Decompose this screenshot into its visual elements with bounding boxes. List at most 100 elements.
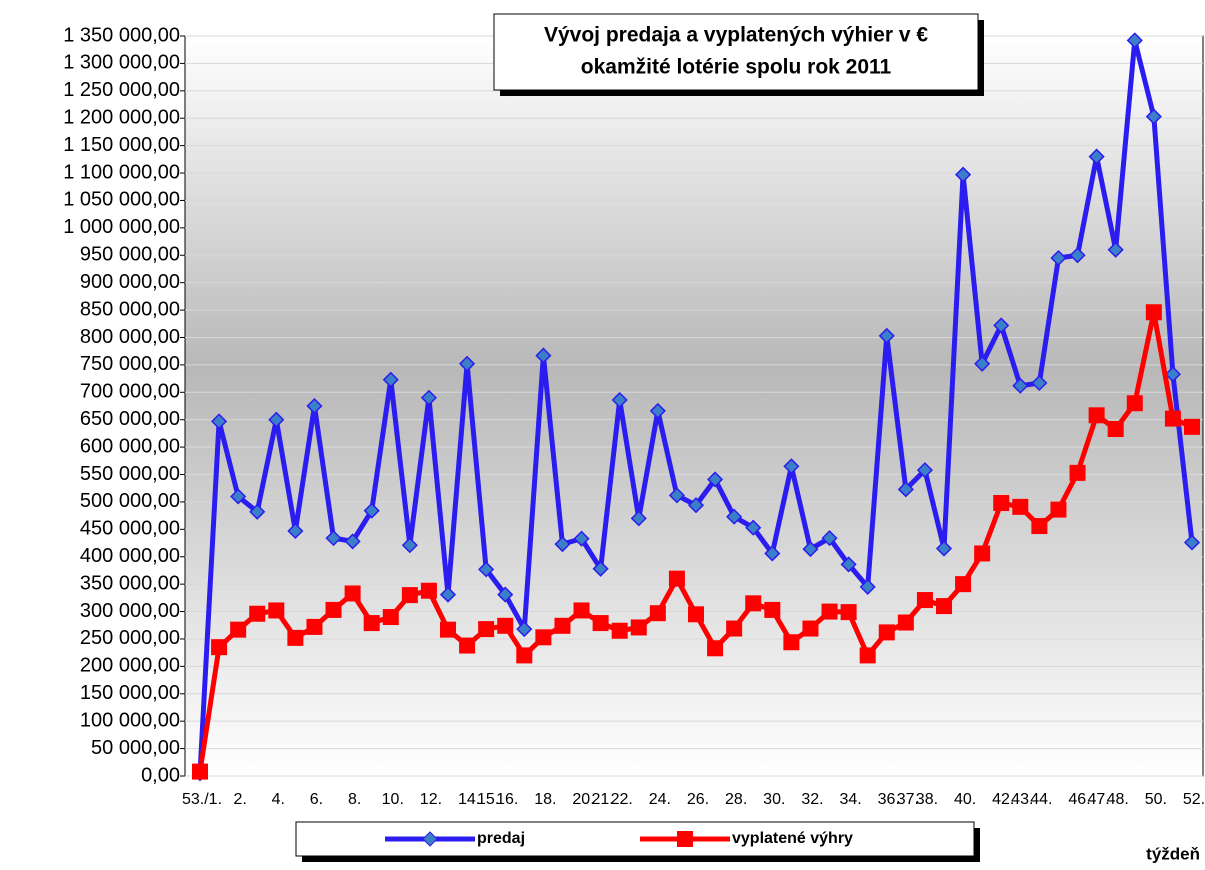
y-tick-label: 1 150 000,00 bbox=[63, 134, 180, 156]
marker bbox=[745, 595, 762, 612]
marker bbox=[993, 495, 1010, 512]
x-tick-label: 18. bbox=[534, 791, 556, 808]
x-tick-label: 8. bbox=[348, 791, 361, 808]
marker bbox=[211, 413, 228, 430]
marker bbox=[516, 647, 533, 664]
y-tick-label: 1 250 000,00 bbox=[63, 79, 180, 101]
marker bbox=[974, 355, 991, 372]
x-tick-label: 43. bbox=[1011, 791, 1033, 808]
legend-label: vyplatené výhry bbox=[732, 830, 853, 847]
marker bbox=[535, 347, 552, 364]
marker bbox=[478, 621, 495, 638]
y-tick-label: 550 000,00 bbox=[80, 463, 180, 485]
marker bbox=[916, 592, 933, 609]
marker bbox=[764, 545, 781, 562]
legend-label: predaj bbox=[477, 830, 525, 847]
marker bbox=[287, 629, 304, 646]
marker bbox=[1050, 501, 1067, 518]
x-tick-label: 52. bbox=[1183, 791, 1205, 808]
marker bbox=[1184, 418, 1200, 435]
x-tick-label: 6. bbox=[310, 791, 323, 808]
marker bbox=[325, 530, 342, 547]
marker bbox=[440, 621, 456, 638]
marker bbox=[821, 530, 838, 547]
marker bbox=[1126, 32, 1143, 49]
y-tick-label: 100 000,00 bbox=[80, 709, 180, 731]
y-tick-label: 250 000,00 bbox=[80, 627, 180, 649]
marker bbox=[611, 391, 628, 409]
marker bbox=[439, 586, 457, 603]
y-tick-label: 700 000,00 bbox=[80, 381, 180, 403]
chart-title: Vývoj predaja a vyplatených výhier v € bbox=[544, 24, 928, 47]
x-tick-label: 36. bbox=[878, 791, 900, 808]
marker bbox=[668, 570, 685, 587]
x-tick-label: 34. bbox=[839, 791, 861, 808]
marker bbox=[878, 327, 895, 344]
plot-area bbox=[184, 35, 1204, 777]
y-tick-label: 750 000,00 bbox=[80, 353, 180, 375]
marker bbox=[649, 402, 666, 419]
y-tick-label: 1 000 000,00 bbox=[63, 216, 180, 238]
marker bbox=[363, 502, 380, 519]
marker bbox=[535, 629, 552, 646]
x-tick-label: 44. bbox=[1030, 791, 1052, 808]
y-tick-label: 400 000,00 bbox=[80, 545, 180, 567]
marker bbox=[687, 497, 705, 514]
marker bbox=[554, 617, 571, 634]
y-tick-label: 800 000,00 bbox=[80, 326, 180, 348]
marker bbox=[726, 508, 743, 525]
x-tick-label: 14. bbox=[458, 791, 480, 808]
marker bbox=[955, 166, 972, 183]
marker bbox=[459, 355, 476, 372]
y-tick-label: 600 000,00 bbox=[80, 435, 180, 457]
marker bbox=[230, 621, 247, 638]
marker bbox=[1126, 395, 1143, 412]
marker bbox=[287, 522, 304, 540]
x-tick-label: 10. bbox=[382, 791, 404, 808]
y-tick-label: 1 100 000,00 bbox=[63, 161, 180, 183]
marker bbox=[630, 510, 647, 527]
marker bbox=[974, 545, 991, 562]
marker bbox=[745, 519, 762, 536]
marker bbox=[1069, 247, 1086, 264]
marker bbox=[649, 605, 666, 622]
x-tick-label: 40. bbox=[954, 791, 976, 808]
marker bbox=[211, 639, 228, 656]
y-tick-label: 500 000,00 bbox=[80, 490, 180, 512]
x-tick-label: 16. bbox=[496, 791, 518, 808]
x-tick-label: 28. bbox=[725, 791, 747, 808]
marker bbox=[344, 533, 361, 550]
legend-marker bbox=[422, 831, 438, 847]
y-tick-label: 1 300 000,00 bbox=[63, 52, 180, 74]
marker bbox=[192, 763, 208, 780]
marker bbox=[459, 637, 476, 654]
x-tick-label: 53./1. bbox=[182, 791, 222, 808]
marker bbox=[592, 615, 609, 632]
x-tick-label: 37. bbox=[897, 791, 919, 808]
y-tick-label: 1 050 000,00 bbox=[63, 189, 180, 211]
marker bbox=[726, 620, 743, 637]
marker bbox=[401, 587, 418, 604]
y-tick-label: 0,00 bbox=[141, 764, 180, 786]
marker bbox=[783, 458, 800, 475]
x-tick-label: 47. bbox=[1087, 791, 1109, 808]
x-tick-label: 4. bbox=[272, 791, 285, 808]
marker bbox=[764, 601, 781, 618]
marker bbox=[497, 586, 514, 603]
marker bbox=[707, 471, 724, 488]
marker bbox=[325, 601, 342, 618]
marker bbox=[1164, 410, 1181, 427]
y-tick-label: 950 000,00 bbox=[80, 244, 180, 266]
marker bbox=[630, 619, 647, 636]
marker bbox=[1145, 304, 1162, 321]
marker bbox=[382, 609, 399, 626]
marker bbox=[1031, 374, 1048, 392]
marker bbox=[859, 647, 876, 664]
marker bbox=[420, 389, 437, 406]
marker bbox=[802, 620, 819, 637]
y-tick-label: 450 000,00 bbox=[80, 518, 180, 540]
marker bbox=[878, 624, 895, 641]
marker bbox=[554, 536, 571, 553]
marker bbox=[1012, 498, 1029, 515]
